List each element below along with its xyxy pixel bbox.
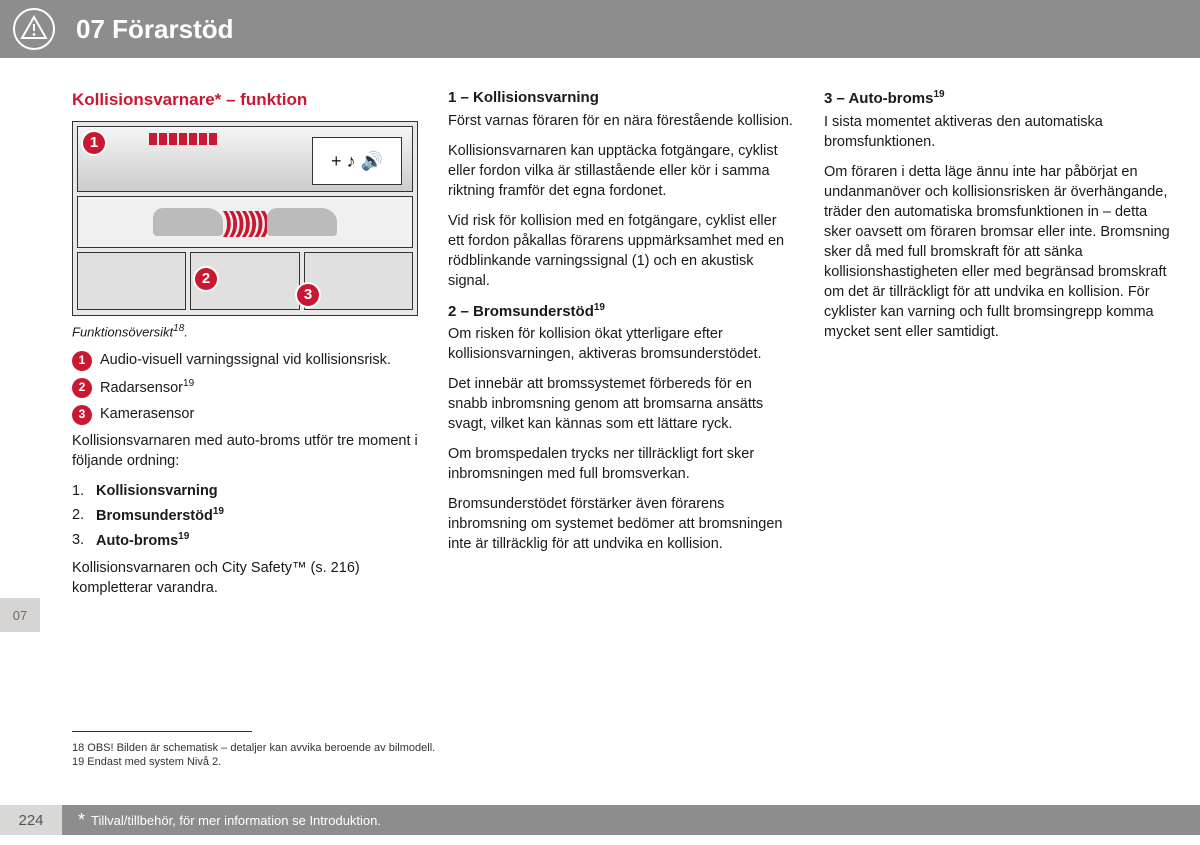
paragraph: Först varnas föraren för en nära förestå…	[448, 111, 794, 131]
subsection-title: 3 – Auto-broms19	[824, 88, 1170, 110]
speaker-icon: + ♪ 🔊	[312, 137, 402, 185]
paragraph: I sista momentet aktiveras den automatis…	[824, 112, 1170, 152]
footer-star-icon: *	[78, 810, 85, 831]
step-number: 2.	[72, 505, 88, 526]
caption-text: Funktionsöversikt	[72, 325, 173, 340]
car-icon	[153, 208, 223, 236]
warning-triangle-icon	[10, 5, 58, 53]
side-tab-chapter: 07	[0, 598, 40, 632]
column-1: Kollisionsvarnare* – funktion + ♪ 🔊 ))))…	[72, 88, 418, 745]
subsection-title: 2 – Bromsunderstöd19	[448, 301, 794, 323]
footer-note-text: Tillval/tillbehör, för mer information s…	[91, 813, 381, 828]
paragraph: Om föraren i detta läge ännu inte har på…	[824, 162, 1170, 342]
footnote-rule	[72, 731, 252, 732]
paragraph: Kollisionsvarnaren och City Safety™ (s. …	[72, 558, 418, 598]
paragraph: Bromsunderstödet förstärker även föraren…	[448, 494, 794, 554]
step-label: Auto-broms19	[96, 530, 189, 551]
figure-caption: Funktionsöversikt18.	[72, 322, 418, 341]
chapter-title: 07 Förarstöd	[76, 14, 234, 45]
column-2: 1 – Kollisionsvarning Först varnas förar…	[448, 88, 794, 745]
step-label: Kollisionsvarning	[96, 481, 218, 501]
paragraph: Det innebär att bromssystemet förbereds …	[448, 374, 794, 434]
footer-note: * Tillval/tillbehör, för mer information…	[62, 805, 1200, 835]
legend-text: Kamerasensor	[100, 404, 194, 424]
legend-badge: 3	[72, 405, 92, 425]
step-item: 1. Kollisionsvarning	[72, 481, 418, 501]
legend-badge: 1	[72, 351, 92, 371]
caption-footnote: 18	[173, 323, 184, 334]
subsection-title: 1 – Kollisionsvarning	[448, 88, 794, 109]
paragraph: Om bromspedalen trycks ner tillräckligt …	[448, 444, 794, 484]
legend-text: Radarsensor19	[100, 377, 194, 398]
paragraph: Om risken för kollision ökat ytterligare…	[448, 324, 794, 364]
legend-badge: 2	[72, 378, 92, 398]
page-footer: 224 * Tillval/tillbehör, för mer informa…	[0, 805, 1200, 835]
function-diagram: + ♪ 🔊 ))))))) 1 2 3	[72, 121, 418, 316]
step-number: 3.	[72, 530, 88, 551]
legend-item: 1 Audio-visuell varningssignal vid kolli…	[72, 350, 418, 371]
legend-item: 3 Kamerasensor	[72, 404, 418, 425]
footnotes: 18 OBS! Bilden är schematisk – detaljer …	[72, 742, 435, 770]
legend-item: 2 Radarsensor19	[72, 377, 418, 398]
section-title: Kollisionsvarnare* – funktion	[72, 88, 418, 111]
sensor-panel	[77, 252, 186, 310]
step-item: 2. Bromsunderstöd19	[72, 505, 418, 526]
paragraph: Vid risk för kollision med en fotgängare…	[448, 211, 794, 291]
radar-waves-icon: )))))))	[223, 203, 267, 242]
car-icon	[267, 208, 337, 236]
step-item: 3. Auto-broms19	[72, 530, 418, 551]
footnote-19: 19 Endast med system Nivå 2.	[72, 756, 435, 768]
paragraph: Kollisionsvarnaren kan upptäcka fotgänga…	[448, 141, 794, 201]
legend-text: Audio-visuell varningssignal vid kollisi…	[100, 350, 391, 370]
camera-panel	[304, 252, 413, 310]
column-3: 3 – Auto-broms19 I sista momentet aktive…	[824, 88, 1170, 745]
page-content: Kollisionsvarnare* – funktion + ♪ 🔊 ))))…	[72, 88, 1170, 745]
footnote-18: 18 OBS! Bilden är schematisk – detaljer …	[72, 742, 435, 754]
page-number: 224	[0, 805, 62, 835]
step-label: Bromsunderstöd19	[96, 505, 224, 526]
chapter-header: 07 Förarstöd	[0, 0, 1200, 58]
led-strip-icon	[148, 133, 218, 145]
paragraph: Kollisionsvarnaren med auto-broms utför …	[72, 431, 418, 471]
step-number: 1.	[72, 481, 88, 501]
